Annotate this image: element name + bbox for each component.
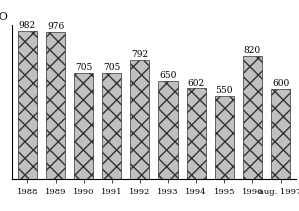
Text: 976: 976 (47, 22, 64, 31)
Text: 650: 650 (159, 71, 177, 80)
Text: 550: 550 (216, 86, 233, 95)
Text: 705: 705 (103, 63, 120, 72)
Bar (130, 60, 150, 179)
Bar (271, 89, 290, 179)
Bar (187, 88, 206, 179)
Bar (18, 31, 37, 179)
Text: 602: 602 (187, 78, 205, 88)
Bar (243, 55, 262, 179)
Text: 600: 600 (272, 79, 289, 88)
Text: NO: NO (0, 12, 8, 22)
Bar (74, 73, 93, 179)
Bar (158, 81, 178, 179)
Text: 705: 705 (75, 63, 92, 72)
Text: 820: 820 (244, 46, 261, 55)
Text: 792: 792 (131, 50, 149, 59)
Text: 982: 982 (19, 21, 36, 30)
Bar (215, 96, 234, 179)
Bar (102, 73, 121, 179)
Bar (46, 32, 65, 179)
